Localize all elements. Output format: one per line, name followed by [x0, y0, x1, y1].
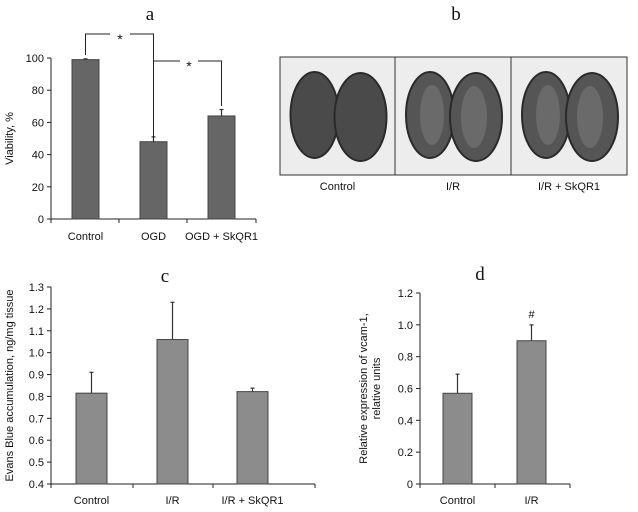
kidney-medulla-2 — [577, 86, 603, 148]
y-tick-label-c: 1.1 — [29, 326, 44, 338]
y-tick-label-c: 1.2 — [29, 304, 44, 316]
kidney-medulla-2 — [536, 85, 560, 145]
y-tick-label-a: 100 — [26, 53, 44, 65]
category-label-c: I/R — [165, 495, 179, 507]
kidney-right-0 — [333, 72, 388, 162]
category-label-c: I/R + SkQR1 — [221, 495, 283, 507]
kidney-medulla-1 — [420, 85, 444, 145]
y-tick-label-d: 0 — [407, 479, 413, 491]
y-axis-label-c: Evans Blue accumulation, ng/mg tissue — [4, 290, 16, 482]
bar-a-0 — [71, 59, 100, 220]
y-tick-label-d: 0.4 — [398, 415, 413, 427]
y-tick-label-a: 40 — [32, 150, 44, 162]
bar-d-1 — [516, 340, 547, 485]
panel-label-a: a — [146, 4, 155, 25]
y-tick-label-a: 60 — [32, 117, 44, 129]
kidney-medulla-1 — [461, 86, 487, 148]
photo-label: Control — [320, 181, 355, 193]
y-tick-label-c: 1.0 — [29, 348, 44, 360]
y-tick-label-d: 1.2 — [398, 288, 413, 300]
y-tick-label-a: 20 — [32, 182, 44, 194]
y-tick-label-c: 0.5 — [29, 457, 44, 469]
y-tick-label-c: 0.6 — [29, 435, 44, 447]
y-axis-label-d: relative units — [371, 357, 383, 419]
y-axis-label-a: Viability, % — [4, 112, 16, 165]
y-tick-label-d: 0.2 — [398, 447, 413, 459]
panel-label-c: c — [161, 266, 169, 287]
y-tick-label-d: 1.0 — [398, 320, 413, 332]
significance-bracket-a-2 — [153, 60, 222, 106]
photo-label: I/R — [446, 181, 460, 193]
y-tick-label-c: 0.8 — [29, 391, 44, 403]
y-tick-label-c: 1.3 — [29, 282, 44, 294]
y-axis-label-d: Relative expression of vcam-1, — [358, 313, 370, 463]
category-label-c: Control — [74, 495, 109, 507]
bar-d-0 — [442, 392, 473, 485]
significance-marker: * — [186, 58, 192, 74]
category-label-a: OGD — [141, 231, 166, 243]
y-tick-label-c: 0.7 — [29, 413, 44, 425]
category-label-a: OGD + SkQR1 — [185, 231, 258, 243]
y-tick-label-c: 0.9 — [29, 370, 44, 382]
significance-bracket-a-1 — [85, 33, 154, 142]
significance-marker: # — [528, 309, 535, 321]
y-tick-label-c: 0.4 — [29, 479, 44, 491]
y-tick-label-a: 80 — [32, 85, 44, 97]
photo-label: I/R + SkQR1 — [538, 181, 600, 193]
significance-marker: * — [117, 31, 123, 47]
y-tick-label-a: 0 — [38, 214, 44, 226]
kidney-left-0 — [289, 71, 340, 159]
bar-a-2 — [207, 115, 236, 220]
category-label-d: Control — [440, 495, 475, 507]
category-label-d: I/R — [524, 495, 538, 507]
panel-label-b: b — [451, 4, 461, 25]
bar-a-1 — [139, 141, 168, 220]
bar-c-0 — [75, 392, 108, 485]
bar-c-2 — [236, 391, 269, 485]
y-tick-label-d: 0.8 — [398, 352, 413, 364]
bar-c-1 — [156, 339, 189, 485]
y-tick-label-d: 0.6 — [398, 384, 413, 396]
category-label-a: Control — [68, 231, 103, 243]
panel-label-d: d — [475, 264, 485, 285]
